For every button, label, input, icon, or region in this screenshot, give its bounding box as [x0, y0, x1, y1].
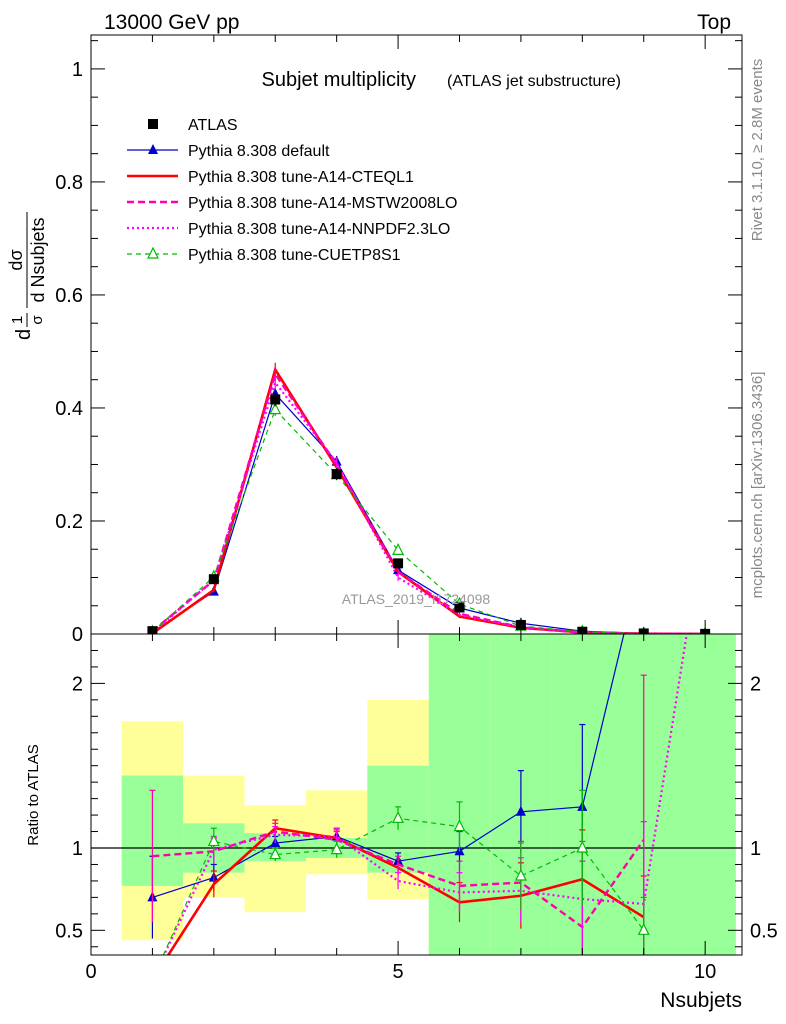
ratio-y-tick-label-right: 1 — [750, 838, 761, 860]
mcplots-url-label: mcplots.cern.ch [arXiv:1306.3436] — [749, 372, 766, 599]
legend-marker — [148, 144, 158, 154]
ratio-data-point — [330, 842, 343, 855]
ratio-data-point — [514, 868, 527, 881]
legend-marker — [148, 119, 158, 129]
inner-uncertainty-band — [674, 634, 736, 955]
main-data-point — [515, 619, 526, 630]
y-tick-label: 0.4 — [55, 398, 83, 420]
ylabel-d: d — [13, 329, 35, 340]
ylabel-frac1-num: 1 — [9, 316, 26, 324]
legend-label: Pythia 8.308 tune-CUETP8S1 — [188, 247, 401, 264]
header-topic-label: Top — [697, 11, 731, 34]
legend-label: Pythia 8.308 tune-A14-NNPDF2.3LO — [188, 221, 450, 238]
y-tick-label: 0.6 — [55, 285, 83, 307]
x-tick-label: 10 — [694, 961, 716, 983]
ratio-plot-panel: 0.5 0.51 12 20 5 10 Ratio to ATLAS Nsubjets — [25, 35, 778, 1012]
ratio-data-point — [515, 805, 526, 816]
main-data-point — [392, 543, 405, 555]
ylabel-frac2-den: d Nsubjets — [28, 217, 48, 302]
ylabel-frac2-num: dσ — [6, 249, 26, 270]
main-series-line — [151, 371, 706, 634]
x-tick-label: 5 — [393, 961, 404, 983]
ratio-data-point — [576, 840, 589, 853]
analysis-watermark: ATLAS_2019_I1724098 — [342, 591, 491, 607]
ratio-series-line — [152, 634, 625, 898]
ratio-data-point — [639, 546, 649, 556]
ratio-data-point — [207, 834, 220, 847]
rivet-version-label: Rivet 3.1.10, ≥ 2.8M events — [749, 59, 766, 242]
ratio-data-point — [637, 922, 650, 935]
main-series-line — [152, 408, 706, 634]
ratio-data-point — [392, 811, 405, 823]
ratio-series-line — [162, 634, 688, 955]
legend-label: Pythia 8.308 default — [188, 143, 330, 160]
x-tick-label: 0 — [85, 961, 96, 983]
legend-label: Pythia 8.308 tune-A14-MSTW2008LO — [188, 195, 457, 212]
legend-label: ATLAS — [188, 117, 238, 134]
ylabel-frac1-den: σ — [29, 315, 46, 325]
ratio-y-axis-label: Ratio to ATLAS — [25, 744, 42, 845]
main-data-point — [393, 558, 404, 569]
legend-label: Pythia 8.308 tune-A14-CTEQL1 — [188, 169, 414, 186]
y-tick-label: 0 — [72, 624, 83, 646]
main-data-point — [270, 394, 281, 405]
x-axis-label: Nsubjets — [660, 989, 742, 1012]
ratio-data-point — [700, 513, 710, 523]
ratio-y-tick-label: 2 — [72, 673, 83, 695]
y-tick-label: 0.8 — [55, 172, 83, 194]
ratio-plot-frame — [90, 633, 743, 956]
main-data-point — [454, 602, 465, 613]
header-process-label: 13000 GeV pp — [104, 11, 239, 34]
ratio-y-tick-label: 0.5 — [55, 920, 83, 942]
ratio-y-tick-label: 1 — [72, 838, 83, 860]
chart-title: Subjet multiplicity — [261, 69, 416, 91]
ratio-series-group — [147, 789, 650, 984]
ratio-data-point — [269, 847, 282, 860]
ratio-data-point — [147, 974, 157, 984]
chart-subtitle: (ATLAS jet substructure) — [447, 73, 621, 90]
main-data-point — [331, 469, 342, 480]
ratio-y-tick-label-right: 0.5 — [750, 920, 778, 942]
main-data-point — [208, 574, 219, 585]
legend: ATLAS Pythia 8.308 default Pythia 8.308 tu… — [127, 117, 457, 264]
y-tick-label: 1 — [72, 59, 83, 81]
ratio-data-point — [453, 819, 466, 832]
main-y-axis-label: d 1 σ dσ d Nsubjets — [6, 212, 48, 340]
y-tick-label: 0.2 — [55, 511, 83, 533]
main-data-point — [269, 402, 282, 415]
main-plot-panel: 0 0.2 0.4 0.6 0.8 1 Subjet multiplicity (ATLA… — [6, 34, 743, 646]
legend-marker — [147, 246, 159, 259]
ratio-y-tick-label-right: 2 — [750, 673, 761, 695]
